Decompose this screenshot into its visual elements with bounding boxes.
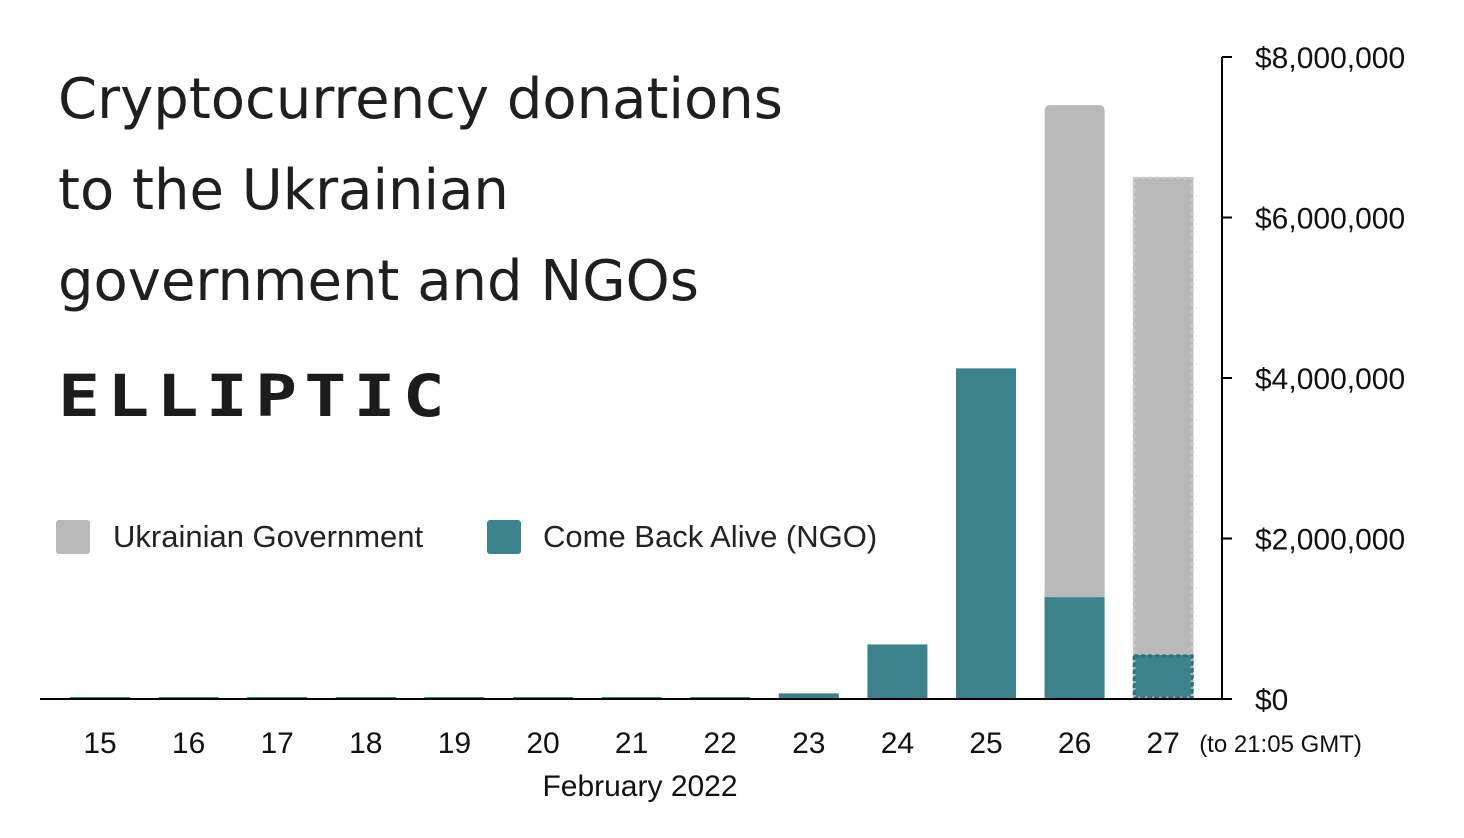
y-tick-label: $8,000,000 [1255,42,1405,75]
x-tick-label-26: 26 [1058,727,1091,760]
x-tick-label-18: 18 [349,727,382,760]
partial-outline-total [1132,176,1194,700]
bar-gov-26 [1044,105,1105,598]
x-tick-label-24: 24 [881,727,914,760]
y-axis: $0 $2,000,000 $4,000,000 $6,000,000 $8,000,0… [1221,42,1405,717]
bar-gov-27 [1133,177,1194,655]
bar-ngo-24 [867,644,928,699]
legend-swatch-government [56,520,90,554]
x-axis-title: February 2022 [542,770,737,803]
x-tick-label-15: 15 [83,727,116,760]
x-tick-label-21: 21 [615,727,648,760]
y-tick-label: $6,000,000 [1255,203,1405,236]
legend-label-government: Ukrainian Government [113,519,424,554]
bars [70,105,1194,700]
y-tick-label: $4,000,000 [1255,363,1405,396]
bar-gov-base-26 [1044,589,1105,598]
x-tick-label-23: 23 [792,727,825,760]
title-line-3: government and NGOs [58,249,699,314]
bar-ngo-27 [1133,654,1194,699]
title-line-2: to the Ukrainian [58,158,509,223]
x-tick-label-16: 16 [172,727,205,760]
y-tick-label: $0 [1255,684,1288,717]
x-tick-label-22: 22 [704,727,737,760]
legend-label-ngo: Come Back Alive (NGO) [543,519,877,554]
x-tick-label-17: 17 [261,727,294,760]
bar-ngo-25 [956,368,1016,699]
legend: Ukrainian Government Come Back Alive (NGO… [56,519,877,554]
bar-ngo-26 [1044,597,1105,699]
partial-day-note: (to 21:05 GMT) [1199,731,1362,758]
elliptic-logo: ELLIPTIC [58,362,452,430]
bar-ngo-23 [778,693,839,699]
x-tick-label-27: 27 [1147,727,1180,760]
x-axis: 15 16 17 18 19 20 21 22 23 24 25 26 27 (to 21:05 GMT)… [40,698,1362,803]
y-tick-label: $2,000,000 [1255,524,1405,557]
x-tick-label-25: 25 [969,727,1002,760]
x-tick-label-20: 20 [526,727,559,760]
legend-swatch-ngo [487,520,521,554]
title-line-1: Cryptocurrency donations [58,67,783,132]
chart-title: Cryptocurrency donations to the Ukrainia… [58,67,783,314]
x-tick-label-19: 19 [438,727,471,760]
